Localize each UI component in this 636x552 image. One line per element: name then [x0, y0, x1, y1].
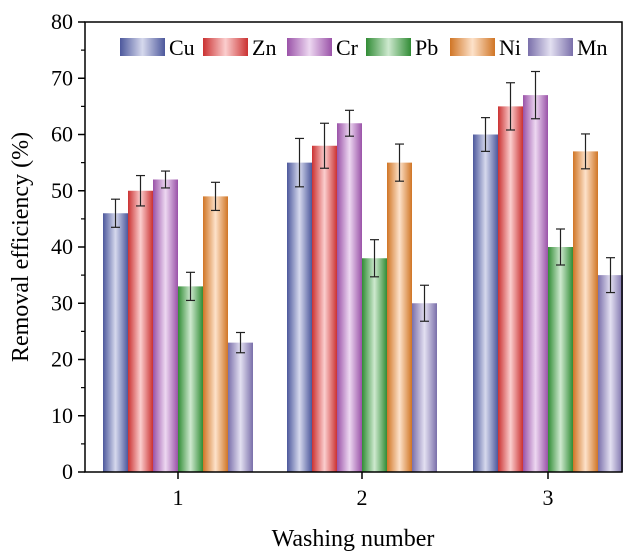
bar-mn-3	[598, 275, 623, 472]
legend-label: Cr	[336, 35, 359, 60]
error-bar-mn-3	[606, 257, 615, 294]
y-tick-label: 80	[51, 9, 73, 34]
legend-label: Mn	[577, 35, 608, 60]
legend-item-ni: Ni	[450, 35, 521, 60]
error-bar-cu-2	[295, 137, 304, 188]
x-tick-label: 2	[357, 485, 368, 510]
x-tick-label: 3	[543, 485, 554, 510]
error-bar-zn-3	[506, 82, 515, 131]
error-bar-cu-1	[111, 198, 120, 228]
error-bar-mn-2	[420, 284, 429, 322]
legend-item-mn: Mn	[528, 35, 608, 60]
bars-layer	[103, 95, 623, 472]
x-axis-ticks: 1 2 3	[173, 472, 554, 510]
error-bar-cu-3	[481, 117, 490, 152]
error-bar-ni-1	[211, 181, 220, 212]
legend-swatch	[528, 38, 573, 56]
bar-ni-2	[387, 162, 412, 472]
legend-item-cr: Cr	[287, 35, 359, 60]
bar-cu-2	[287, 162, 312, 472]
x-tick-label: 1	[173, 485, 184, 510]
error-bar-pb-3	[556, 228, 565, 266]
legend-label: Zn	[252, 35, 276, 60]
bar-pb-1	[178, 286, 203, 472]
bar-zn-3	[498, 106, 523, 472]
y-tick-label: 20	[51, 347, 73, 372]
legend-swatch	[287, 38, 332, 56]
x-axis-label: Washing number	[272, 526, 435, 552]
y-tick-label: 50	[51, 178, 73, 203]
legend-swatch	[120, 38, 165, 56]
y-tick-label: 70	[51, 65, 73, 90]
legend-swatch	[366, 38, 411, 56]
legend-item-pb: Pb	[366, 35, 438, 60]
error-bar-ni-3	[581, 133, 590, 170]
y-tick-label: 30	[51, 290, 73, 315]
bar-zn-1	[128, 190, 153, 472]
bar-cr-2	[337, 123, 362, 472]
legend-label: Ni	[499, 35, 521, 60]
error-bar-cr-3	[531, 70, 540, 120]
bar-pb-3	[548, 247, 573, 472]
y-tick-label: 40	[51, 234, 73, 259]
bar-cu-1	[103, 213, 128, 472]
error-bar-zn-1	[136, 174, 145, 207]
y-axis-label: Removal efficiency (%)	[8, 132, 34, 362]
error-bar-pb-2	[370, 239, 379, 278]
bar-cr-1	[153, 179, 178, 472]
bar-pb-2	[362, 258, 387, 472]
y-tick-label: 0	[62, 459, 73, 484]
bar-cu-3	[473, 134, 498, 472]
bar-mn-2	[412, 303, 437, 472]
y-axis-ticks: 0 10 20 30 40 50 60 70 80	[51, 9, 85, 484]
legend-item-cu: Cu	[120, 35, 195, 60]
error-bar-ni-2	[395, 143, 404, 182]
bar-mn-1	[228, 342, 253, 472]
error-bar-zn-2	[320, 122, 329, 169]
bar-ni-3	[573, 151, 598, 472]
error-bar-cr-1	[161, 170, 170, 189]
legend-swatch	[203, 38, 248, 56]
legend: Cu Zn Cr Pb Ni Mn	[120, 35, 608, 60]
error-bar-pb-1	[186, 271, 195, 302]
bar-zn-2	[312, 145, 337, 472]
error-bars-layer	[111, 70, 615, 354]
y-tick-label: 10	[51, 403, 73, 428]
bar-ni-1	[203, 196, 228, 472]
error-bar-cr-2	[345, 109, 354, 137]
bar-cr-3	[523, 95, 548, 472]
error-bar-mn-1	[236, 331, 245, 354]
y-tick-label: 60	[51, 122, 73, 147]
legend-item-zn: Zn	[203, 35, 276, 60]
legend-label: Pb	[415, 35, 438, 60]
legend-label: Cu	[169, 35, 195, 60]
legend-swatch	[450, 38, 495, 56]
